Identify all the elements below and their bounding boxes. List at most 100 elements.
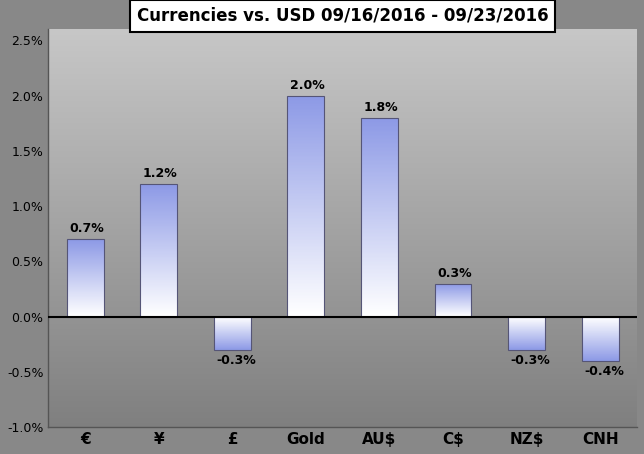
Bar [287,305,325,306]
Bar [361,303,398,305]
Bar [361,310,398,311]
Bar [582,316,619,361]
Bar [140,312,177,313]
Bar [140,213,177,214]
Bar [140,189,177,190]
Bar [140,314,177,315]
Bar [67,241,104,242]
Bar [361,133,398,135]
Bar [361,209,398,211]
Bar [140,190,177,191]
Bar [67,240,104,241]
Bar [287,109,325,110]
Bar [361,238,398,240]
Bar [67,294,104,295]
Bar [67,283,104,284]
Bar [140,192,177,193]
Bar [67,302,104,303]
Bar [361,213,398,215]
Bar [287,315,325,316]
Bar [67,272,104,273]
Bar [140,217,177,218]
Bar [140,276,177,277]
Bar [287,286,325,287]
Bar [361,164,398,165]
Bar [287,217,325,218]
Bar [140,281,177,282]
Bar [140,187,177,188]
Bar [361,311,398,313]
Bar [287,119,325,121]
Bar [361,153,398,155]
Bar [140,200,177,201]
Bar [287,175,325,177]
Bar [214,316,251,350]
Bar [67,310,104,311]
Bar [67,282,104,283]
Bar [140,285,177,286]
Bar [361,120,398,122]
Bar [287,122,325,123]
Bar [67,254,104,255]
Bar [67,307,104,308]
Bar [140,204,177,205]
Bar [67,246,104,247]
Bar [361,139,398,140]
Bar [361,264,398,265]
Bar [140,193,177,194]
Bar [287,140,325,141]
Bar [67,247,104,248]
Bar [361,237,398,238]
Bar [140,196,177,197]
Bar [361,196,398,197]
Bar [361,265,398,266]
Bar [287,110,325,112]
Bar [287,156,325,158]
Bar [361,267,398,269]
Bar [361,172,398,173]
Bar [361,286,398,287]
Text: 0.7%: 0.7% [69,222,104,236]
Bar [361,167,398,168]
Bar [67,304,104,305]
Bar [140,294,177,295]
Bar [361,307,398,309]
Bar [140,293,177,294]
Bar [361,118,398,316]
Bar [287,187,325,188]
Bar [287,125,325,127]
Bar [287,127,325,128]
Bar [361,309,398,310]
Bar [67,297,104,298]
Bar [67,264,104,265]
Bar [140,272,177,273]
Bar [361,253,398,254]
Bar [361,242,398,244]
Bar [67,315,104,316]
Bar [361,176,398,178]
Bar [287,129,325,131]
Bar [140,278,177,279]
Bar [361,300,398,301]
Bar [140,280,177,281]
Text: -0.3%: -0.3% [511,354,550,367]
Bar [140,303,177,304]
Bar [287,303,325,305]
Bar [287,281,325,283]
Bar [140,283,177,284]
Bar [287,121,325,122]
Bar [140,253,177,254]
Bar [140,184,177,316]
Bar [361,156,398,158]
Bar [67,249,104,250]
Bar [287,207,325,209]
Bar [67,257,104,258]
Bar [361,193,398,195]
Bar [140,264,177,265]
Bar [140,184,177,185]
Bar [287,181,325,183]
Bar [361,118,398,119]
Bar [140,279,177,280]
Bar [67,261,104,262]
Bar [287,301,325,302]
